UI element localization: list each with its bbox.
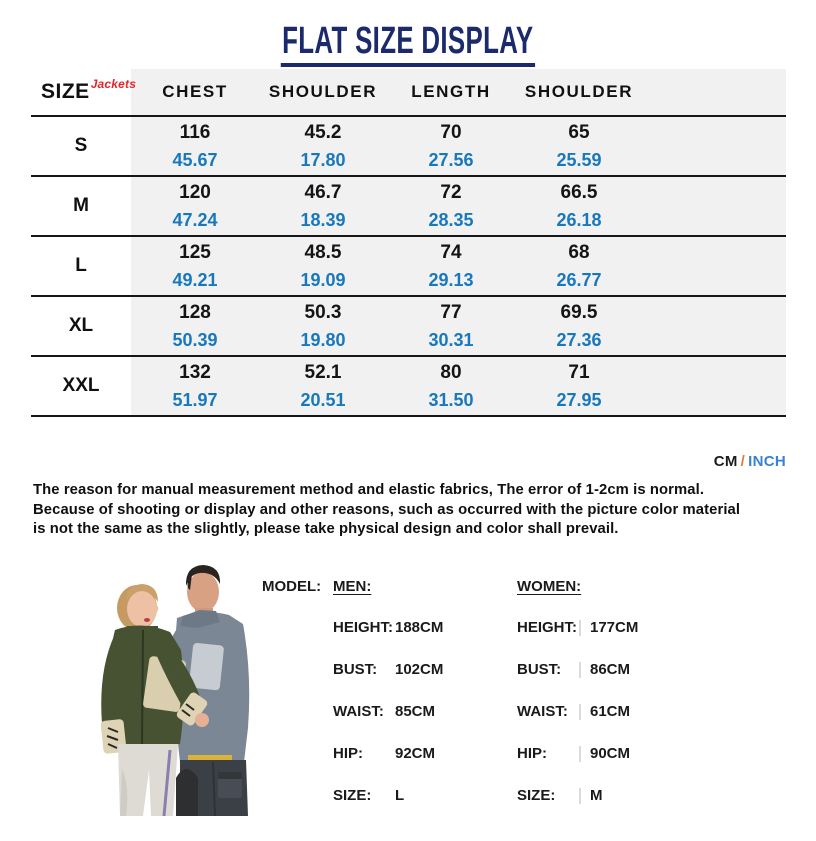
men-size-row: SIZE: L bbox=[333, 787, 405, 804]
women-title: WOMEN: bbox=[517, 578, 582, 595]
title-bar: FLAT SIZE DISPLAY bbox=[0, 22, 816, 67]
women-bust-row: BUST: 86CM bbox=[517, 661, 631, 678]
table-row-xxl: XXL 132 51.97 52.1 20.51 80 31.50 71 27.95 bbox=[31, 357, 786, 417]
header-spacer-cell bbox=[643, 69, 786, 115]
measure-cell: 72 28.35 bbox=[387, 177, 515, 235]
measure-cell: 46.7 18.39 bbox=[259, 177, 387, 235]
column-header-length: LENGTH bbox=[387, 69, 515, 115]
measure-cell: 71 27.95 bbox=[515, 357, 643, 415]
row-spacer-cell bbox=[643, 117, 786, 175]
measure-cell: 77 30.31 bbox=[387, 297, 515, 355]
unit-slash: / bbox=[740, 453, 746, 470]
size-cell: M bbox=[73, 195, 89, 216]
table-row-xl: XL 128 50.39 50.3 19.80 77 30.31 69.5 27.36 bbox=[31, 297, 786, 357]
men-waist-row: WAIST: 85CM bbox=[333, 703, 436, 720]
men-height-row: HEIGHT: 188CM bbox=[333, 619, 444, 636]
background-object bbox=[176, 769, 198, 816]
column-header-shoulder: SHOULDER bbox=[259, 69, 387, 115]
table-row-m: M 120 47.24 46.7 18.39 72 28.35 66.5 26.18 bbox=[31, 177, 786, 237]
measure-cell: 125 49.21 bbox=[131, 237, 259, 295]
model-label: MODEL: bbox=[262, 578, 322, 595]
table-row-l: L 125 49.21 48.5 19.09 74 29.13 68 26.77 bbox=[31, 237, 786, 297]
size-corner-cell: SIZE Jackets bbox=[31, 69, 136, 115]
disclaimer-line-2: Because of shooting or display and other… bbox=[33, 501, 741, 518]
size-table-header-row: SIZE Jackets CHEST SHOULDER LENGTH SHOUL… bbox=[31, 69, 786, 117]
row-spacer-cell bbox=[643, 177, 786, 235]
measure-cell: 74 29.13 bbox=[387, 237, 515, 295]
woman-figure bbox=[100, 584, 209, 816]
measure-cell: 80 31.50 bbox=[387, 357, 515, 415]
size-corner-label: SIZE bbox=[41, 80, 90, 103]
unit-cm-label: CM bbox=[713, 453, 738, 470]
disclaimer-line-1: The reason for manual measurement method… bbox=[33, 482, 705, 498]
cell-border-artifact bbox=[579, 661, 581, 678]
measure-cell: 45.2 17.80 bbox=[259, 117, 387, 175]
column-header-chest: CHEST bbox=[131, 69, 259, 115]
size-cell: L bbox=[75, 255, 87, 276]
measure-cell: 116 45.67 bbox=[131, 117, 259, 175]
measure-cell: 69.5 27.36 bbox=[515, 297, 643, 355]
measure-cell: 132 51.97 bbox=[131, 357, 259, 415]
cell-border-artifact bbox=[579, 787, 581, 804]
size-table: SIZE Jackets CHEST SHOULDER LENGTH SHOUL… bbox=[31, 69, 786, 417]
men-title: MEN: bbox=[333, 578, 372, 595]
women-waist-row: WAIST: 61CM bbox=[517, 703, 631, 720]
measure-cell: 70 27.56 bbox=[387, 117, 515, 175]
jackets-superscript: Jackets bbox=[90, 77, 137, 91]
row-spacer-cell bbox=[643, 357, 786, 415]
size-cell: XXL bbox=[62, 375, 100, 396]
size-cell: S bbox=[74, 135, 88, 156]
women-hip-row: HIP: 90CM bbox=[517, 745, 631, 762]
row-spacer-cell bbox=[643, 297, 786, 355]
men-bust-row: BUST: 102CM bbox=[333, 661, 444, 678]
page-title: FLAT SIZE DISPLAY bbox=[280, 22, 535, 67]
unit-note: CM / INCH bbox=[714, 453, 786, 470]
measure-cell: 128 50.39 bbox=[131, 297, 259, 355]
row-spacer-cell bbox=[643, 237, 786, 295]
model-column-women: WOMEN: HEIGHT: 177CM BUST: 86CM WAIST: 6… bbox=[517, 578, 638, 828]
cell-border-artifact bbox=[579, 745, 581, 762]
model-column-men: MEN: HEIGHT: 188CM BUST: 102CM WAIST: 85… bbox=[333, 578, 443, 828]
cell-border-artifact bbox=[579, 619, 581, 636]
measure-cell: 120 47.24 bbox=[131, 177, 259, 235]
men-hip-row: HIP: 92CM bbox=[333, 745, 436, 762]
cell-border-artifact bbox=[579, 703, 581, 720]
measure-cell: 52.1 20.51 bbox=[259, 357, 387, 415]
disclaimer-text: The reason for manual measurement method… bbox=[33, 481, 740, 540]
table-row-s: S 116 45.67 45.2 17.80 70 27.56 65 25.59 bbox=[31, 117, 786, 177]
measure-cell: 50.3 19.80 bbox=[259, 297, 387, 355]
column-header-shoulder-2: SHOULDER bbox=[515, 69, 643, 115]
models-photo bbox=[100, 565, 250, 816]
women-size-row: SIZE: M bbox=[517, 787, 603, 804]
measure-cell: 66.5 26.18 bbox=[515, 177, 643, 235]
size-cell: XL bbox=[68, 315, 94, 336]
measure-cell: 65 25.59 bbox=[515, 117, 643, 175]
unit-inch-label: INCH bbox=[748, 453, 786, 470]
measure-cell: 48.5 19.09 bbox=[259, 237, 387, 295]
women-height-row: HEIGHT: 177CM bbox=[517, 619, 639, 636]
measure-cell: 68 26.77 bbox=[515, 237, 643, 295]
disclaimer-line-3: is not the same as the slightly, please … bbox=[33, 521, 619, 537]
